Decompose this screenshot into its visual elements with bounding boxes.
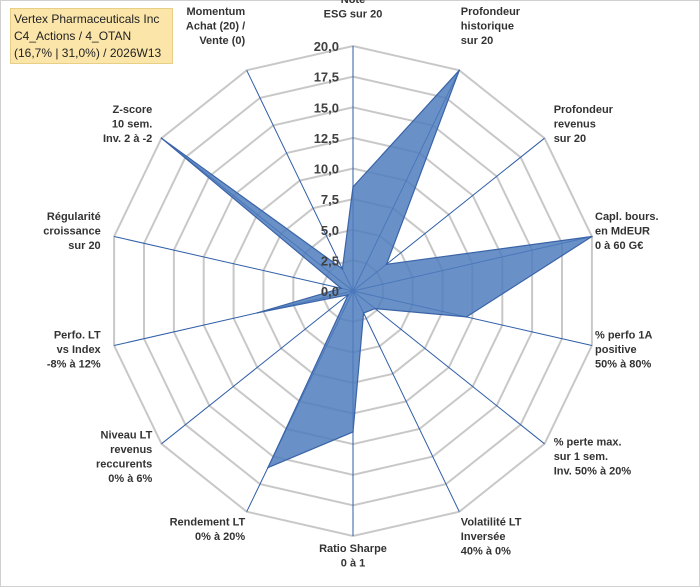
tick-label: 20,0 xyxy=(314,39,339,54)
axis-label: Rendement LT 0% à 20% xyxy=(170,517,246,544)
radial-tick-labels: 0,0 2,5 5,0 7,5 10,0 12,5 15,0 17,5 20,0 xyxy=(314,39,339,299)
axis-label: Capl. bours. en MdEUR 0 à 60 G€ xyxy=(595,211,659,252)
axis-label: Volatilité LT Inversée 40% à 0% xyxy=(461,517,522,558)
data-point xyxy=(352,431,354,433)
radar-series xyxy=(160,69,593,469)
data-point xyxy=(341,268,344,270)
data-point xyxy=(347,294,350,296)
axis-spoke xyxy=(352,290,460,512)
performance-summary: (16,7% | 31,0%) / 2026W13 xyxy=(14,46,162,60)
data-point xyxy=(256,312,259,314)
tick-label: 5,0 xyxy=(321,223,339,238)
data-point xyxy=(374,307,376,310)
tick-label: 7,5 xyxy=(321,192,339,207)
axis-spoke xyxy=(352,290,545,445)
axis-label: Niveau LT revenus reccurents 0% à 6% xyxy=(96,430,153,486)
axis-spoke xyxy=(113,236,354,292)
axis-labels: Note ESG sur 20 Profondeur historique sur 20… xyxy=(43,0,658,570)
axis-spoke xyxy=(246,70,354,292)
axis-label: Profondeur revenus sur 20 xyxy=(554,104,614,145)
axis-label: Ratio Sharpe 0 à 1 xyxy=(319,543,387,570)
data-point xyxy=(352,186,354,188)
axis-label: Profondeur historique sur 20 xyxy=(461,6,521,47)
data-point xyxy=(591,235,593,238)
tick-label: 2,5 xyxy=(321,253,339,268)
tick-label: 10,0 xyxy=(314,162,339,177)
data-point xyxy=(385,263,388,266)
axis-label: Perfo. LT vs Index -8% à 12% xyxy=(47,330,102,371)
tick-label: 12,5 xyxy=(314,131,339,146)
data-point xyxy=(340,287,342,290)
info-box: Vertex Pharmaceuticals Inc C4_Actions / … xyxy=(10,8,173,64)
tick-label: 15,0 xyxy=(314,100,339,115)
axis-label: Note ESG sur 20 xyxy=(324,0,383,21)
company-name: Vertex Pharmaceuticals Inc xyxy=(14,12,160,26)
tick-label: 0,0 xyxy=(321,284,339,299)
axis-label: % perte max. sur 1 sem. Inv. 50% à 20% xyxy=(554,437,632,478)
tick-label: 17,5 xyxy=(314,70,339,85)
axis-label: Momentum Achat (20) / Vente (0) xyxy=(186,6,246,47)
data-point xyxy=(267,466,269,469)
data-point xyxy=(458,69,461,72)
axis-label: Régularité croissance sur 20 xyxy=(43,211,100,252)
axis-label: % perfo 1A positive 50% à 80% xyxy=(595,330,653,371)
data-point xyxy=(362,312,365,314)
portfolio-path: C4_Actions / 4_OTAN xyxy=(14,29,132,43)
axis-spoke xyxy=(161,290,354,445)
data-point xyxy=(465,316,468,318)
data-point xyxy=(160,137,163,139)
axis-label: Z-score 10 sem. Inv. 2 à -2 xyxy=(103,104,152,145)
